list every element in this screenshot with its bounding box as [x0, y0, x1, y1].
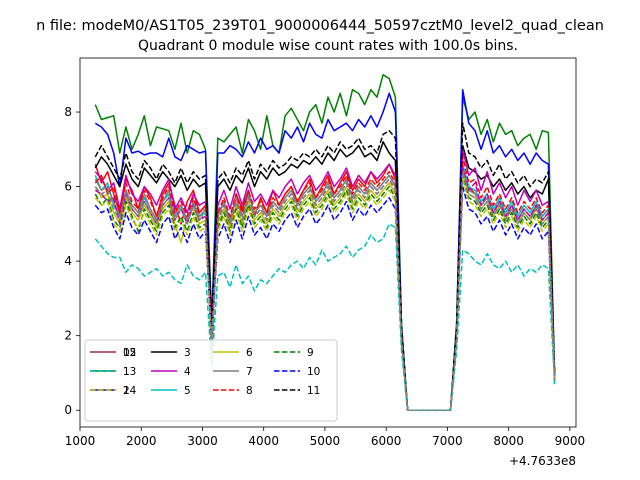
- x-offset-label: +4.7633e8: [509, 454, 576, 468]
- axes-spines: [79, 57, 577, 428]
- x-tick-label: 5000: [310, 434, 341, 448]
- legend-label-0: 0: [123, 347, 130, 359]
- axes-border: [79, 57, 577, 428]
- axis-ticks: 1000 2000 3000 4000 5000 6000 7000 8000 9000 0 2 4 6…: [64, 105, 585, 448]
- x-tick-label: 4000: [248, 434, 279, 448]
- legend-label-2: 2: [123, 385, 130, 397]
- legend-label-3: 3: [184, 347, 191, 359]
- chart-suptitle: n file: modeM0/AS1T05_239T01_9000006444_…: [36, 18, 604, 34]
- y-tick-label: 2: [64, 329, 72, 343]
- legend-label-7: 7: [246, 366, 253, 378]
- legend-label-6: 6: [246, 347, 253, 359]
- x-tick-label: 7000: [432, 434, 463, 448]
- x-tick-label: 8000: [493, 434, 524, 448]
- series-line-11: [94, 122, 556, 411]
- series-lines: [94, 74, 556, 411]
- legend-label-15: 15: [123, 347, 136, 359]
- series-line-4: [94, 148, 556, 411]
- legend-label-13: 13: [123, 366, 136, 378]
- legend-label-8: 8: [246, 385, 253, 397]
- series-line-8: [94, 156, 556, 411]
- series-line-1: [94, 74, 556, 411]
- series-line-10: [94, 185, 556, 411]
- y-tick-label: 4: [64, 254, 72, 268]
- series-line-13: [94, 223, 556, 411]
- legend-label-1: 1: [123, 366, 130, 378]
- x-tick-label: 1000: [65, 434, 96, 448]
- series-line-2: [94, 88, 556, 411]
- y-tick-label: 8: [64, 105, 72, 119]
- series-line-14: [94, 178, 556, 411]
- series-line-9: [94, 174, 556, 411]
- legend-label-4: 4: [184, 366, 191, 378]
- series-line-7: [94, 167, 556, 411]
- x-tick-label: 3000: [187, 434, 218, 448]
- x-tick-label: 9000: [555, 434, 586, 448]
- legend-label-11: 11: [307, 385, 320, 397]
- y-tick-label: 0: [64, 403, 72, 417]
- legend-label-12: 12: [123, 347, 136, 359]
- chart-title: Quadrant 0 module wise count rates with …: [138, 38, 518, 54]
- series-line-3: [94, 141, 556, 411]
- series-line-15: [94, 170, 556, 411]
- x-tick-label: 6000: [371, 434, 402, 448]
- x-tick-label: 2000: [126, 434, 157, 448]
- legend-label-5: 5: [184, 385, 191, 397]
- legend-label-14: 14: [123, 385, 137, 397]
- legend-label-10: 10: [307, 366, 320, 378]
- legend-label-9: 9: [307, 347, 314, 359]
- y-tick-label: 6: [64, 180, 72, 194]
- legend-box: [84, 339, 338, 422]
